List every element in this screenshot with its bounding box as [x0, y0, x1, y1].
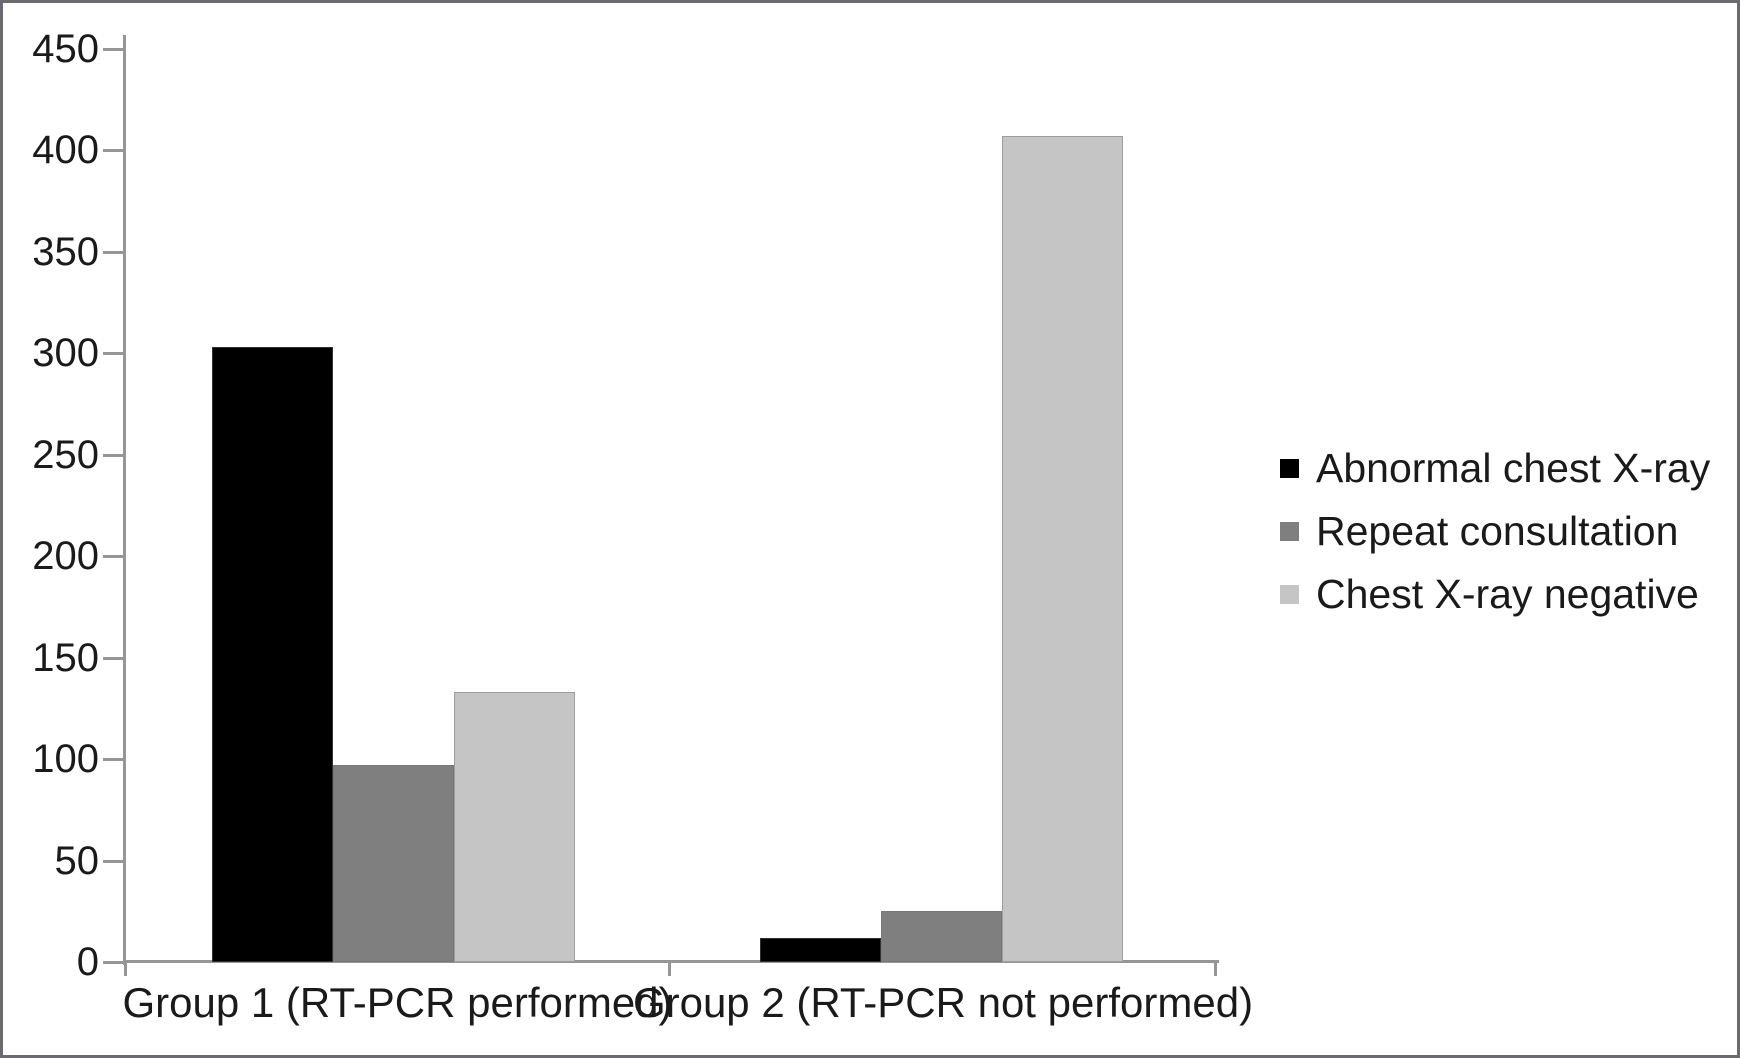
- y-tick: [103, 555, 125, 558]
- legend-label: Repeat consultation: [1316, 508, 1679, 554]
- legend-swatch-icon: [1280, 522, 1299, 541]
- x-axis-line: [123, 960, 1219, 963]
- legend-label: Abnormal chest X-ray: [1316, 445, 1711, 491]
- y-tick: [103, 48, 125, 51]
- y-tick: [103, 758, 125, 761]
- bar-chest-x-ray-negative-group1: [454, 692, 575, 962]
- legend-item: Abnormal chest X-ray: [1280, 437, 1710, 500]
- legend: Abnormal chest X-ray Repeat consultation C…: [1280, 437, 1710, 626]
- y-tick: [103, 961, 125, 964]
- y-tick: [103, 149, 125, 152]
- bar-chest-x-ray-negative-group2: [1002, 136, 1123, 962]
- x-tick: [124, 962, 127, 976]
- y-tick-label: 100: [32, 737, 99, 781]
- bar-abnormal-chest-x-ray-group1: [212, 347, 333, 962]
- y-tick: [103, 251, 125, 254]
- x-category-label-group1: Group 1 (RT-PCR performed): [122, 979, 673, 1026]
- y-tick-label: 350: [32, 230, 99, 274]
- legend-swatch-icon: [1280, 585, 1299, 604]
- y-tick: [103, 860, 125, 863]
- bar-abnormal-chest-x-ray-group2: [760, 938, 881, 962]
- y-tick: [103, 454, 125, 457]
- y-tick-label: 250: [32, 433, 99, 477]
- legend-swatch-icon: [1280, 459, 1299, 478]
- y-tick-label: 300: [32, 331, 99, 375]
- legend-item: Repeat consultation: [1280, 500, 1710, 563]
- y-axis-line: [123, 35, 126, 965]
- y-tick-label: 200: [32, 534, 99, 578]
- y-tick: [103, 657, 125, 660]
- x-category-label-group2: Group 2 (RT-PCR not performed): [632, 979, 1254, 1026]
- y-tick-label: 400: [32, 128, 99, 172]
- x-tick: [1214, 962, 1217, 976]
- y-tick-label: 0: [76, 940, 99, 984]
- bar-repeat-consultation-group1: [333, 765, 454, 962]
- bar-repeat-consultation-group2: [881, 911, 1002, 962]
- y-tick: [103, 352, 125, 355]
- y-tick-label: 50: [54, 839, 100, 883]
- legend-item: Chest X-ray negative: [1280, 563, 1710, 626]
- legend-label: Chest X-ray negative: [1316, 571, 1699, 617]
- y-tick-label: 450: [32, 27, 99, 71]
- x-tick: [668, 962, 671, 976]
- y-tick-label: 150: [32, 636, 99, 680]
